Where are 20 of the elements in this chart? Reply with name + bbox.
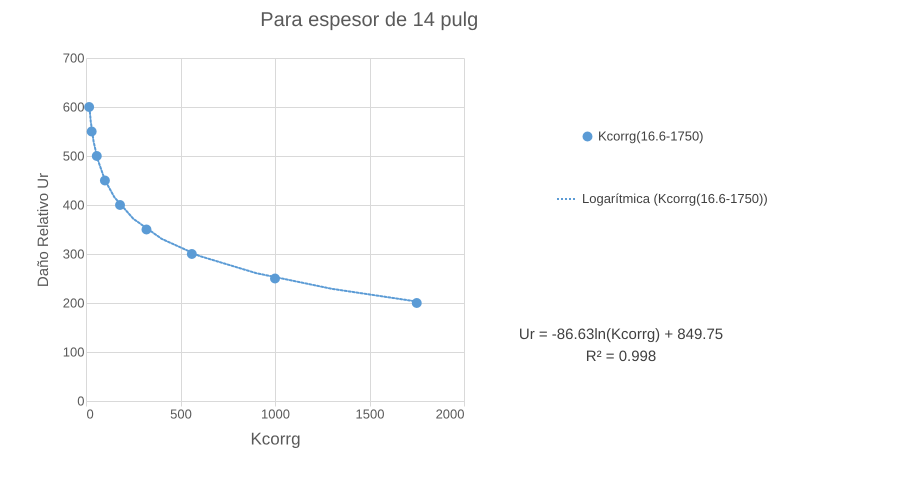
y-tick-label: 300 (62, 246, 84, 262)
chart-title: Para espesor de 14 pulg (260, 9, 478, 31)
x-tick-label: 1500 (356, 406, 384, 422)
x-tick-label: 2000 (436, 406, 464, 422)
x-tick-label: 0 (86, 406, 94, 422)
y-tick-label: 500 (62, 148, 84, 164)
y-tick-label: 600 (62, 100, 84, 114)
y-tick-label: 700 (62, 50, 84, 66)
legend-label: Logarítmica (Kcorrg(16.6-1750)) (582, 191, 768, 206)
y-tick-label: 200 (62, 296, 84, 310)
legend-label: Kcorrg(16.6-1750) (598, 128, 704, 144)
y-tick-label: 400 (62, 198, 84, 212)
x-tick-label: 1000 (261, 406, 290, 422)
y-tick-label: 100 (62, 344, 84, 360)
text: R² = 0.998 (586, 348, 656, 365)
x-tick-label: 500 (170, 406, 192, 422)
x-axis-title: Kcorrg (250, 430, 301, 448)
y-axis-title: Daño Relativo Ur (34, 172, 52, 288)
text: Ur = -86.63ln(Kcorrg) + 849.75 (518, 326, 724, 343)
y-tick-label: 0 (77, 394, 84, 408)
